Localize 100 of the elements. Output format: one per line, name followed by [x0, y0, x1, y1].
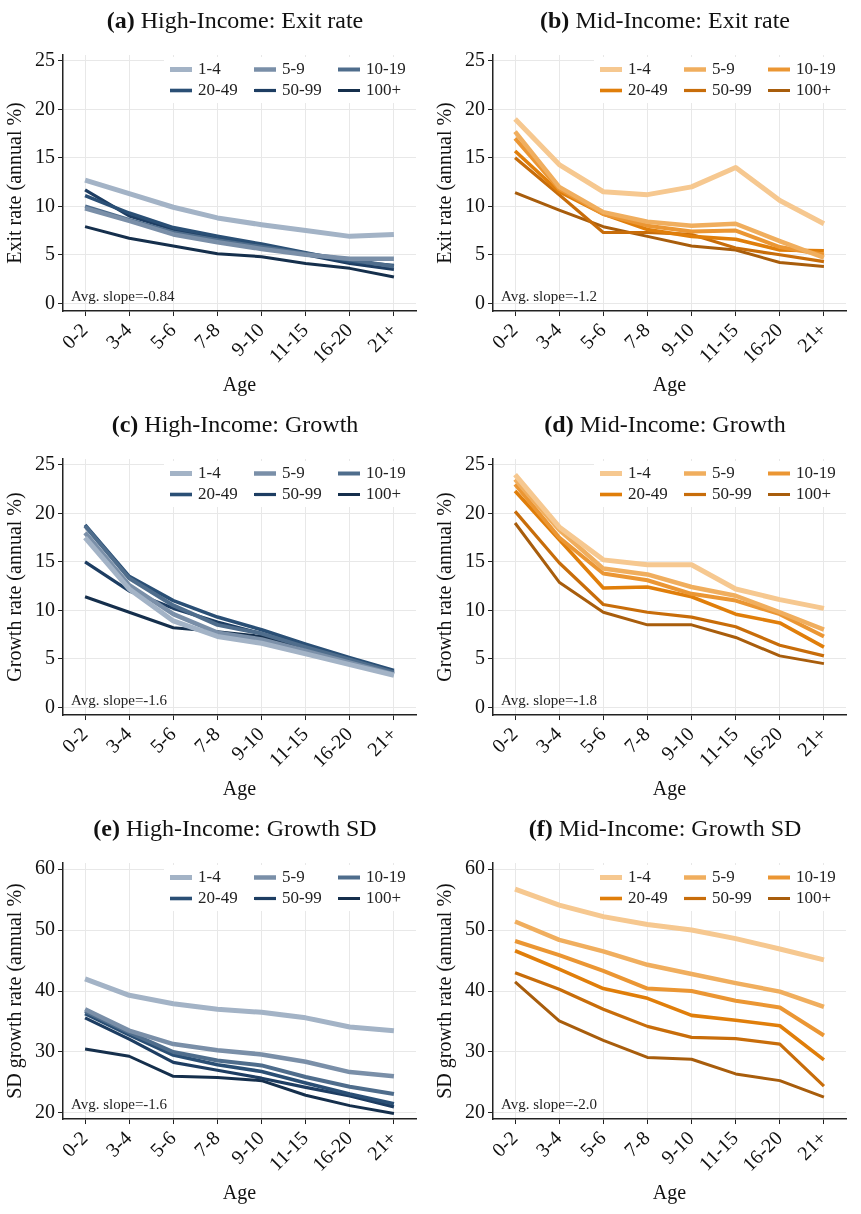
legend-label: 1-4: [628, 58, 652, 78]
y-tick-label: 60: [465, 856, 485, 879]
y-tick-label: 20: [35, 1100, 55, 1123]
legend-label: 10-19: [796, 58, 836, 78]
legend-label: 1-4: [628, 462, 652, 482]
y-tick-label: 30: [35, 1039, 55, 1062]
legend-label: 50-99: [282, 483, 322, 503]
x-axis-title: Age: [652, 777, 687, 801]
x-tick-label: 0-2: [487, 318, 522, 353]
legend-label: 100+: [366, 483, 402, 503]
x-tick-label: 5-6: [145, 318, 180, 353]
x-tick-label: 0-2: [57, 1126, 92, 1161]
x-tick-label: 9-10: [656, 722, 699, 764]
legend-label: 100+: [366, 79, 402, 99]
y-tick-label: 25: [465, 452, 485, 475]
y-tick-label: 25: [35, 48, 55, 71]
legend-label: 50-99: [712, 887, 752, 907]
y-axis-title: Exit rate (annual %): [433, 102, 457, 264]
x-axis-title: Age: [222, 1181, 257, 1205]
x-tick-label: 21+: [792, 722, 831, 761]
y-tick-label: 20: [465, 500, 485, 523]
x-tick-label: 21+: [362, 318, 401, 357]
y-tick-label: 5: [45, 242, 55, 265]
x-tick-label: 3-4: [101, 722, 136, 757]
y-axis-title: Growth rate (annual %): [433, 492, 457, 682]
x-tick-label: 21+: [792, 318, 831, 357]
legend-label: 5-9: [712, 462, 735, 482]
y-tick-label: 20: [465, 96, 485, 119]
y-tick-label: 60: [35, 856, 55, 879]
y-tick-label: 0: [45, 694, 55, 717]
legend-label: 5-9: [282, 58, 305, 78]
x-tick-label: 21+: [362, 1126, 401, 1165]
legend-label: 100+: [366, 887, 402, 907]
y-tick-label: 25: [465, 48, 485, 71]
legend-label: 20-49: [628, 887, 668, 907]
legend-label: 20-49: [198, 887, 238, 907]
x-tick-label: 3-4: [531, 1126, 566, 1161]
legend-label: 100+: [796, 483, 832, 503]
legend-label: 5-9: [282, 462, 305, 482]
chart-title: (f) Mid-Income: Growth SD: [528, 815, 802, 841]
y-tick-label: 40: [465, 978, 485, 1001]
x-tick-label: 9-10: [226, 318, 269, 360]
annotation: Avg. slope=-1.8: [501, 692, 598, 709]
y-tick-label: 5: [475, 646, 485, 669]
x-axis-title: Age: [652, 373, 687, 397]
y-axis-title: SD growth rate (annual %): [433, 883, 457, 1099]
legend-label: 100+: [796, 79, 832, 99]
x-tick-label: 21+: [792, 1126, 831, 1165]
annotation: Avg. slope=-2.0: [501, 1096, 598, 1113]
y-tick-label: 15: [35, 549, 55, 572]
x-tick-label: 7-8: [619, 318, 654, 353]
chart-title: (e) High-Income: Growth SD: [93, 815, 377, 841]
legend-label: 50-99: [712, 483, 752, 503]
legend-label: 10-19: [366, 58, 406, 78]
y-tick-label: 10: [465, 193, 485, 216]
x-tick-label: 3-4: [531, 318, 566, 353]
x-tick-label: 5-6: [575, 1126, 610, 1161]
x-axis-title: Age: [222, 777, 257, 801]
x-tick-label: 5-6: [145, 722, 180, 757]
x-axis-title: Age: [652, 1181, 687, 1205]
annotation: Avg. slope=-1.2: [501, 288, 598, 305]
y-tick-label: 10: [35, 193, 55, 216]
legend-label: 20-49: [198, 79, 238, 99]
legend-label: 10-19: [366, 462, 406, 482]
y-tick-label: 0: [475, 694, 485, 717]
legend-label: 5-9: [282, 866, 305, 886]
x-tick-label: 5-6: [575, 318, 610, 353]
x-tick-label: 7-8: [189, 1126, 224, 1161]
x-tick-label: 7-8: [189, 722, 224, 757]
x-tick-label: 3-4: [531, 722, 566, 757]
y-tick-label: 0: [45, 290, 55, 313]
y-tick-label: 50: [465, 917, 485, 940]
x-tick-label: 7-8: [619, 722, 654, 757]
y-axis-title: SD growth rate (annual %): [3, 883, 27, 1099]
y-tick-label: 15: [35, 145, 55, 168]
y-axis-title: Growth rate (annual %): [3, 492, 27, 682]
x-tick-label: 9-10: [656, 1126, 699, 1168]
x-axis-title: Age: [222, 373, 257, 397]
y-tick-label: 5: [45, 646, 55, 669]
x-tick-label: 7-8: [619, 1126, 654, 1161]
annotation: Avg. slope=-0.84: [71, 288, 176, 305]
x-tick-label: 0-2: [57, 722, 92, 757]
legend-label: 100+: [796, 887, 832, 907]
legend-label: 1-4: [198, 58, 222, 78]
chart-title: (c) High-Income: Growth: [111, 411, 359, 437]
y-tick-label: 10: [465, 597, 485, 620]
x-tick-label: 0-2: [57, 318, 92, 353]
legend-label: 50-99: [282, 887, 322, 907]
legend-label: 1-4: [628, 866, 652, 886]
y-tick-label: 50: [35, 917, 55, 940]
y-tick-label: 15: [465, 549, 485, 572]
y-tick-label: 0: [475, 290, 485, 313]
x-tick-label: 3-4: [101, 318, 136, 353]
x-tick-label: 0-2: [487, 1126, 522, 1161]
chart-title: (d) Mid-Income: Growth: [544, 411, 786, 437]
legend-label: 5-9: [712, 58, 735, 78]
annotation: Avg. slope=-1.6: [71, 1096, 168, 1113]
x-tick-label: 0-2: [487, 722, 522, 757]
y-tick-label: 20: [35, 500, 55, 523]
x-tick-label: 5-6: [575, 722, 610, 757]
